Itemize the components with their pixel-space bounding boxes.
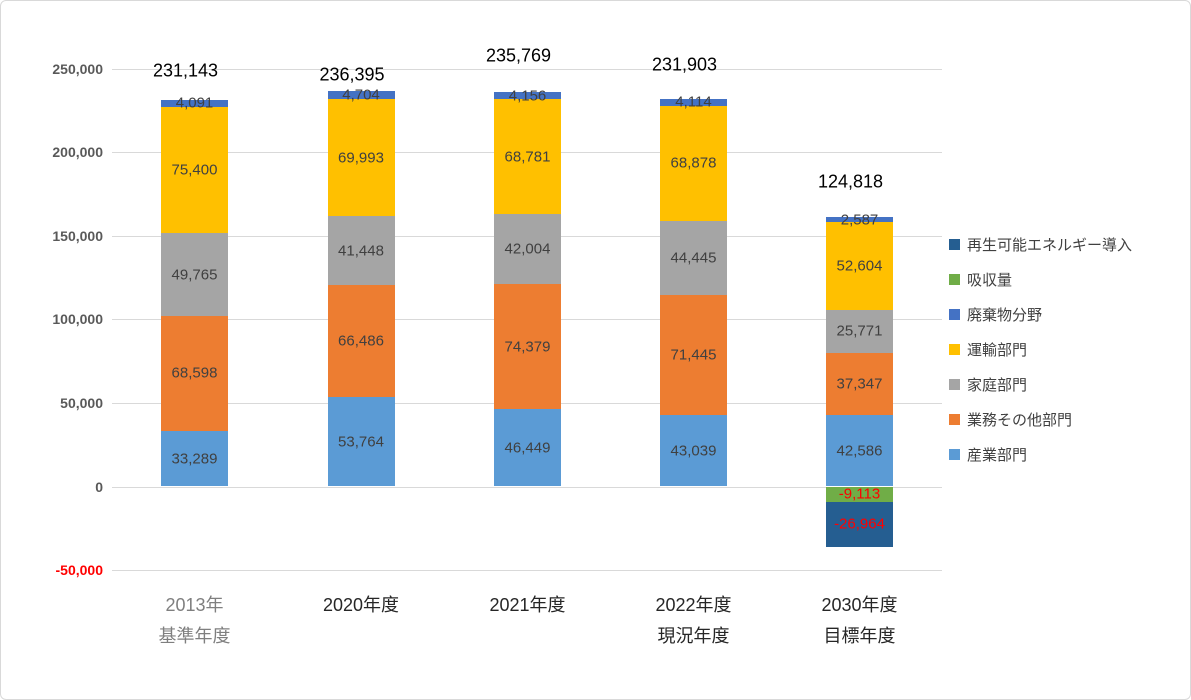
legend-label: 廃棄物分野 (967, 307, 1043, 324)
bar-segment-業務その他部門 (826, 352, 893, 416)
bar-segment-家庭部門 (327, 216, 395, 286)
y-tick-label: 250,000 (52, 60, 103, 77)
segment-value-label: 52,604 (836, 257, 883, 275)
x-category-label: 2021年度 (489, 595, 566, 615)
bar-total-label: 124,818 (817, 171, 884, 192)
segment-value-label: 66,486 (338, 332, 384, 350)
segment-value-label: 4,156 (508, 87, 547, 105)
legend: 再生可能エネルギー導入 吸収量廃棄物分野運輸部門家庭部門業務その他部門 産業部門 (949, 227, 1132, 472)
bar-segment-産業部門 (161, 430, 228, 487)
segment-value-label: 68,878 (670, 154, 717, 172)
segment-value-label: 49,765 (171, 266, 218, 284)
segment-value-label: 33,289 (171, 450, 218, 468)
segment-value-label: 68,781 (504, 148, 551, 166)
segment-value-label: 53,764 (338, 433, 384, 451)
x-category-label: 2030年度 目標年度 (821, 595, 898, 646)
segment-value-label: 42,004 (504, 240, 551, 258)
segment-value-label: 68,598 (171, 364, 218, 382)
segment-value-label: 41,448 (338, 242, 384, 260)
segment-value-label: 4,091 (175, 94, 214, 112)
bar-segment-家庭部門 (161, 232, 228, 317)
segment-value-label: 4,114 (675, 93, 712, 111)
segment-value-label: -26,964 (834, 515, 885, 533)
bar-total-label: 231,143 (152, 60, 219, 81)
segment-value-label: 25,771 (836, 322, 883, 340)
legend-swatch-icon (949, 239, 960, 250)
gridline (112, 570, 942, 572)
bar-total-label: 236,395 (319, 64, 385, 85)
y-tick-label: 200,000 (52, 144, 103, 161)
bar-segment-廃棄物分野 (826, 217, 893, 222)
legend-label: 再生可能エネルギー導入 (967, 237, 1133, 254)
bar-segment-廃棄物分野 (660, 98, 727, 106)
y-tick-label: 50,000 (60, 394, 103, 411)
legend-item: 運輸部門 (949, 332, 1132, 367)
legend-item: 産業部門 (949, 437, 1132, 472)
x-category-label: 2022年度 現況年度 (655, 595, 732, 646)
legend-item: 再生可能エネルギー導入 (949, 227, 1132, 262)
segment-value-label: 44,445 (670, 249, 717, 267)
bar-segment-業務その他部門 (494, 284, 561, 409)
y-tick-label: 150,000 (52, 227, 103, 244)
legend-swatch-icon (949, 274, 960, 285)
bar-segment-再生可能エネルギー導入 (826, 501, 893, 547)
bar-total-label: 235,769 (485, 45, 552, 66)
y-tick-label: 0 (95, 478, 103, 495)
legend-swatch-icon (949, 414, 960, 425)
segment-value-label: 74,379 (504, 338, 551, 356)
bar-segment-運輸部門 (327, 99, 395, 217)
legend-item: 吸収量 (949, 262, 1132, 297)
bar-segment-産業部門 (826, 415, 893, 487)
legend-label: 家庭部門 (967, 377, 1028, 394)
segment-value-label: 71,445 (670, 346, 717, 364)
bar-segment-産業部門 (660, 414, 727, 487)
legend-item: 業務その他部門 (949, 402, 1132, 437)
legend-swatch-icon (949, 344, 960, 355)
bar-segment-運輸部門 (660, 105, 727, 221)
y-tick-label: -50,000 (55, 562, 103, 579)
bar-segment-廃棄物分野 (494, 92, 561, 100)
legend-swatch-icon (949, 449, 960, 460)
segment-value-label: 43,039 (670, 442, 717, 460)
bar-segment-家庭部門 (660, 220, 727, 296)
segment-value-label: -9,113 (838, 485, 881, 503)
legend-item: 廃棄物分野 (949, 297, 1132, 332)
legend-label: 運輸部門 (967, 342, 1028, 359)
bar-segment-吸収量 (826, 486, 893, 502)
y-tick-label: 100,000 (52, 311, 103, 328)
bar-segment-産業部門 (327, 396, 395, 487)
x-category-label: 2013年 基準年度 (158, 595, 231, 646)
bar-segment-産業部門 (494, 408, 561, 487)
gridline (112, 68, 942, 70)
segment-value-label: 4,704 (342, 86, 380, 104)
legend-item: 家庭部門 (949, 367, 1132, 402)
legend-swatch-icon (949, 309, 960, 320)
segment-value-label: 69,993 (338, 149, 384, 167)
bar-segment-運輸部門 (494, 99, 561, 215)
bar-total-label: 231,903 (651, 54, 718, 75)
bar-segment-廃棄物分野 (327, 91, 395, 100)
bar-segment-廃棄物分野 (161, 100, 228, 107)
gridline (112, 486, 942, 488)
bar-segment-運輸部門 (826, 221, 893, 310)
legend-label: 業務その他部門 (967, 412, 1073, 429)
bar-segment-業務その他部門 (327, 285, 395, 397)
bar-segment-運輸部門 (161, 106, 228, 233)
bar-segment-家庭部門 (494, 214, 561, 285)
segment-value-label: 37,347 (836, 375, 883, 393)
legend-label: 吸収量 (967, 272, 1013, 289)
legend-swatch-icon (949, 379, 960, 390)
segment-value-label: 75,400 (171, 161, 218, 179)
segment-value-label: 46,449 (504, 439, 551, 457)
segment-value-label: 2,587 (840, 211, 879, 229)
legend-label: 産業部門 (967, 447, 1028, 464)
segment-value-label: 42,586 (836, 442, 883, 460)
x-category-label: 2020年度 (322, 595, 400, 615)
bar-segment-業務その他部門 (161, 316, 228, 431)
bar-segment-業務その他部門 (660, 295, 727, 415)
bar-segment-家庭部門 (826, 309, 893, 353)
